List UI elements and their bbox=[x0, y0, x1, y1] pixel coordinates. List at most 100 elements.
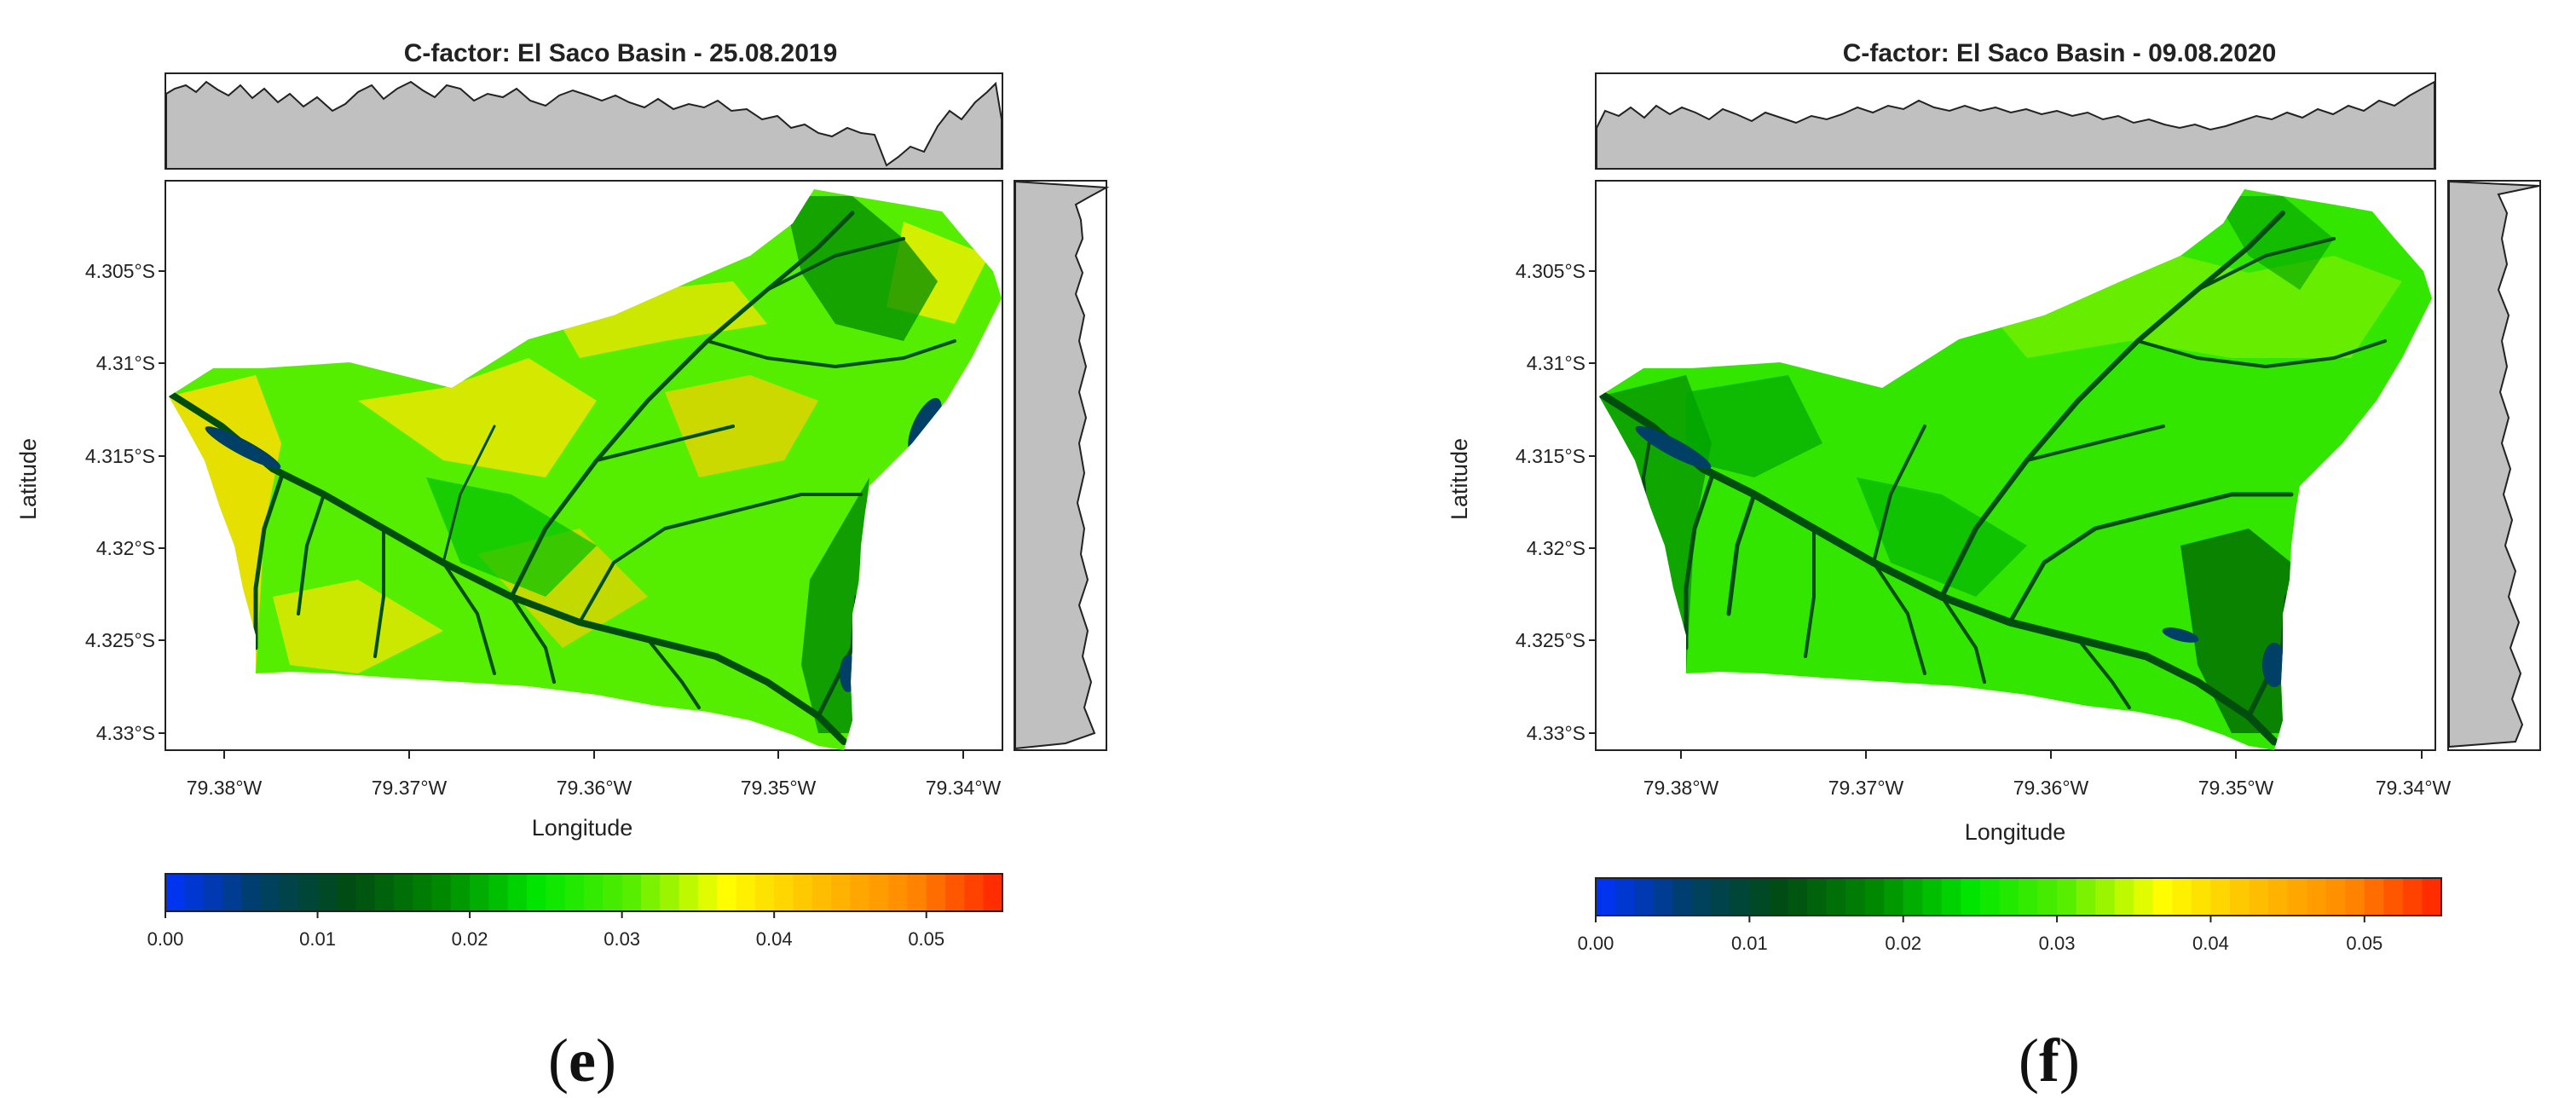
colorbar-segment bbox=[584, 874, 604, 911]
colorbar-tick-label: 0.02 bbox=[452, 928, 488, 950]
x-axis-title: Longitude bbox=[532, 815, 633, 841]
colorbar: 0.00 0.01 0.02 0.03 0.04 0.05 bbox=[147, 873, 1003, 950]
colorbar-segment bbox=[279, 874, 299, 911]
colorbar-segment bbox=[2287, 878, 2307, 916]
colorbar-segment bbox=[336, 874, 356, 911]
colorbar-tick-label: 0.00 bbox=[1578, 933, 1614, 954]
colorbar-gradient bbox=[165, 874, 1003, 911]
colorbar-tick-label: 0.03 bbox=[604, 928, 640, 950]
colorbar-segment bbox=[450, 874, 471, 911]
colorbar-segment bbox=[1903, 878, 1923, 916]
colorbar-segment bbox=[736, 874, 756, 911]
colorbar-segment bbox=[546, 874, 566, 911]
colorbar-segment bbox=[964, 874, 985, 911]
colorbar-segment bbox=[413, 874, 433, 911]
colorbar-segment bbox=[2364, 878, 2384, 916]
y-axis: 4.305°S 4.31°S 4.315°S 4.32°S 4.325°S 4.… bbox=[1447, 260, 1596, 744]
colorbar-segment bbox=[774, 874, 794, 911]
colorbar-segment bbox=[1596, 878, 1616, 916]
colorbar-segment bbox=[1826, 878, 1846, 916]
colorbar-segment bbox=[679, 874, 699, 911]
y-tick-label: 4.31°S bbox=[96, 352, 155, 374]
colorbar-segment bbox=[1941, 878, 1961, 916]
colorbar-tick-label: 0.02 bbox=[1885, 933, 1921, 954]
y-tick-label: 4.305°S bbox=[85, 260, 155, 282]
x-tick-label: 79.37°W bbox=[1828, 777, 1904, 799]
colorbar-segment bbox=[2057, 878, 2077, 916]
colorbar-segment bbox=[527, 874, 546, 911]
colorbar-segment bbox=[926, 874, 946, 911]
y-tick-label: 4.31°S bbox=[1527, 352, 1585, 374]
colorbar-tick-label: 0.00 bbox=[147, 928, 184, 950]
colorbar-ticks: 0.00 0.01 0.02 0.03 0.04 0.05 bbox=[1578, 916, 2383, 954]
colorbar-segment bbox=[640, 874, 661, 911]
colorbar-segment bbox=[1845, 878, 1866, 916]
colorbar-tick-label: 0.05 bbox=[908, 928, 944, 950]
y-axis: 4.305°S 4.31°S 4.315°S 4.32°S 4.325°S 4.… bbox=[15, 260, 165, 744]
colorbar-segment bbox=[2191, 878, 2212, 916]
colorbar-segment bbox=[2152, 878, 2173, 916]
x-tick-label: 79.36°W bbox=[557, 777, 632, 799]
colorbar-segment bbox=[1768, 878, 1789, 916]
colorbar-frame bbox=[1595, 877, 2442, 916]
colorbar-segment bbox=[507, 874, 528, 911]
colorbar-segment bbox=[603, 874, 623, 911]
y-axis-title: Latitude bbox=[15, 438, 41, 520]
colorbar-segment bbox=[983, 874, 1003, 911]
x-axis: 79.38°W 79.37°W 79.36°W 79.35°W 79.34°W … bbox=[1643, 750, 2452, 845]
x-tick-label: 79.34°W bbox=[926, 777, 1002, 799]
colorbar-segment bbox=[660, 874, 680, 911]
colorbar-segment bbox=[1884, 878, 1904, 916]
colorbar-segment bbox=[470, 874, 490, 911]
x-tick-label: 79.35°W bbox=[2198, 777, 2274, 799]
colorbar: 0.00 0.01 0.02 0.03 0.04 0.05 bbox=[1578, 877, 2442, 954]
colorbar-tick-label: 0.01 bbox=[299, 928, 336, 950]
latitude-profile bbox=[2448, 180, 2540, 748]
colorbar-segment bbox=[2095, 878, 2116, 916]
colorbar-frame bbox=[165, 873, 1003, 912]
map-title: C-factor: El Saco Basin - 25.08.2019 bbox=[404, 39, 838, 67]
colorbar-segment bbox=[564, 874, 585, 911]
colorbar-tick-label: 0.01 bbox=[1731, 933, 1768, 954]
colorbar-tick-label: 0.04 bbox=[756, 928, 793, 950]
colorbar-segment bbox=[2402, 878, 2423, 916]
colorbar-ticks: 0.00 0.01 0.02 0.03 0.04 0.05 bbox=[147, 911, 944, 950]
colorbar-segment bbox=[1979, 878, 2001, 916]
colorbar-segment bbox=[165, 874, 185, 911]
y-tick-label: 4.325°S bbox=[1516, 629, 1585, 651]
colorbar-segment bbox=[2114, 878, 2134, 916]
colorbar-segment bbox=[811, 874, 832, 911]
colorbar-segment bbox=[2383, 878, 2404, 916]
colorbar-segment bbox=[317, 874, 338, 911]
x-tick-label: 79.34°W bbox=[2376, 777, 2452, 799]
colorbar-segment bbox=[869, 874, 889, 911]
map-panel-f: C-factor: El Saco Basin - 09.08.2020 bbox=[1288, 0, 2576, 1098]
colorbar-tick-label: 0.03 bbox=[2039, 933, 2076, 954]
colorbar-segment bbox=[621, 874, 642, 911]
longitude-profile bbox=[165, 80, 1002, 170]
colorbar-segment bbox=[2076, 878, 2096, 916]
colorbar-segment bbox=[1614, 878, 1635, 916]
colorbar-segment bbox=[488, 874, 509, 911]
colorbar-segment bbox=[2268, 878, 2289, 916]
x-tick-label: 79.35°W bbox=[741, 777, 817, 799]
colorbar-segment bbox=[1864, 878, 1885, 916]
colorbar-segment bbox=[2230, 878, 2250, 916]
colorbar-segment bbox=[2134, 878, 2154, 916]
colorbar-segment bbox=[1711, 878, 1731, 916]
y-tick-label: 4.325°S bbox=[85, 629, 155, 651]
y-tick-label: 4.33°S bbox=[1527, 722, 1585, 744]
colorbar-segment bbox=[754, 874, 775, 911]
colorbar-segment bbox=[222, 874, 242, 911]
colorbar-segment bbox=[1999, 878, 2019, 916]
colorbar-segment bbox=[2422, 878, 2442, 916]
colorbar-segment bbox=[1672, 878, 1693, 916]
colorbar-segment bbox=[431, 874, 452, 911]
colorbar-segment bbox=[2172, 878, 2192, 916]
colorbar-segment bbox=[298, 874, 319, 911]
y-tick-label: 4.33°S bbox=[96, 722, 155, 744]
colorbar-segment bbox=[1730, 878, 1750, 916]
colorbar-segment bbox=[2307, 878, 2327, 916]
panel-label-f: (f) bbox=[2019, 1026, 2080, 1095]
colorbar-tick-label: 0.04 bbox=[2192, 933, 2229, 954]
